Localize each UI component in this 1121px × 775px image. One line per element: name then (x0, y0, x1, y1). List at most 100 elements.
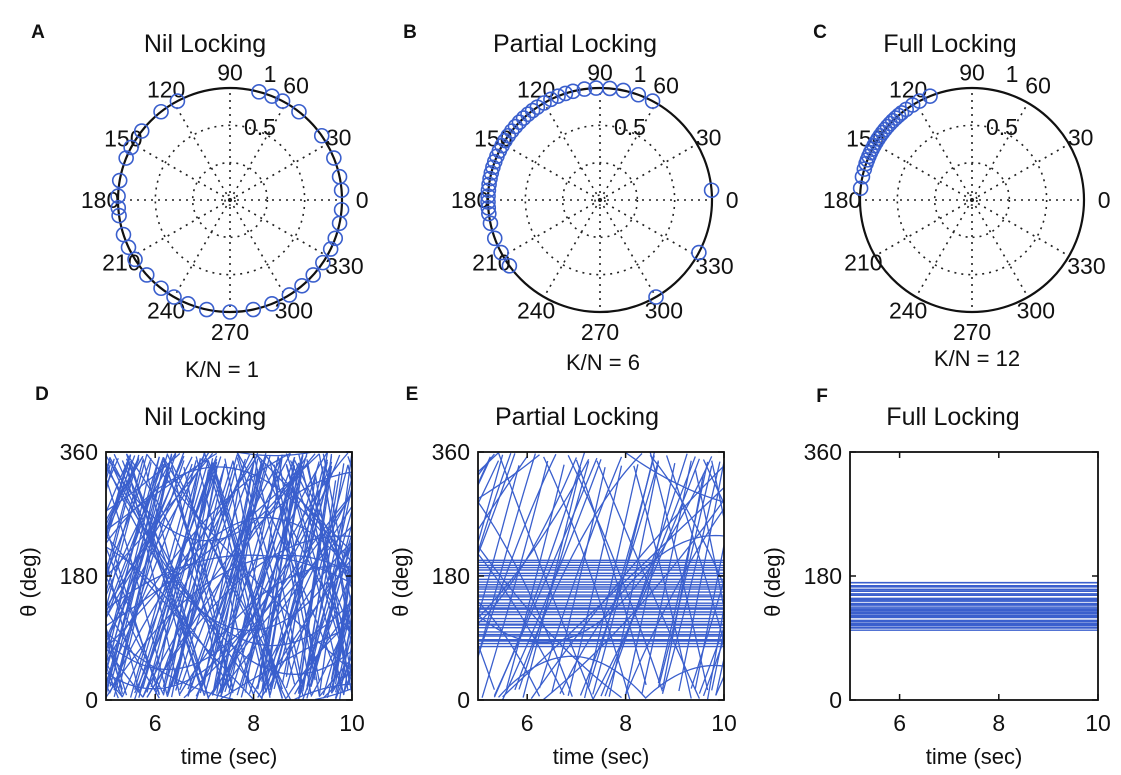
radius-tick-label: 0.5 (244, 114, 276, 140)
radius-tick-label: 1 (1006, 61, 1019, 87)
y-tick-label: 360 (432, 439, 470, 465)
drift-trace (106, 457, 352, 699)
grid-spoke (543, 199, 601, 298)
data-point (322, 241, 339, 257)
data-point (281, 287, 298, 303)
data-point (305, 267, 322, 283)
angle-tick-label: 0 (356, 187, 369, 213)
data-point (333, 201, 350, 218)
data-point (326, 150, 342, 166)
data-point (481, 176, 497, 193)
data-point (485, 159, 501, 176)
data-point (198, 301, 215, 318)
y-axis-label: θ (deg) (760, 547, 785, 617)
data-point (264, 296, 280, 312)
data-point (294, 277, 310, 294)
x-tick-label: 8 (619, 710, 632, 736)
data-point (127, 251, 143, 268)
data-point (890, 107, 907, 124)
data-point (111, 207, 127, 224)
panel-letter: D (35, 384, 49, 405)
x-tick-label: 6 (149, 710, 162, 736)
grid-spoke (971, 102, 1029, 201)
data-point (123, 139, 139, 156)
drift-trace (478, 452, 724, 699)
data-point (481, 205, 497, 222)
angle-tick-label: 270 (581, 319, 619, 345)
data-point (291, 103, 307, 120)
data-point (133, 123, 150, 139)
radius-tick-label: 1 (634, 61, 647, 87)
data-point (557, 85, 574, 102)
panel-letter: B (403, 22, 417, 43)
data-point (480, 200, 497, 216)
grid-spoke (229, 199, 287, 298)
panel-letter: A (31, 22, 45, 43)
grid-spoke (915, 199, 973, 298)
data-point (501, 258, 518, 274)
drift-trace (109, 516, 352, 693)
radius-tick-label: 1 (264, 61, 277, 87)
grid-circle (191, 161, 269, 239)
data-point (180, 296, 196, 312)
drift-trace (106, 462, 352, 632)
data-point (111, 172, 128, 189)
x-tick-label: 8 (247, 710, 260, 736)
x-tick-label: 10 (1085, 710, 1111, 736)
drift-trace (106, 453, 352, 693)
unit-circle (116, 86, 344, 314)
drift-trace (478, 453, 724, 700)
drift-trace (106, 453, 352, 699)
angle-tick-label: 330 (1067, 253, 1105, 279)
data-point (852, 180, 869, 197)
grid-spoke (599, 199, 698, 257)
angle-tick-label: 30 (1068, 124, 1094, 150)
x-tick-label: 6 (521, 710, 534, 736)
polar-panel-a: A Nil Locking0306090120150180210240270300… (31, 22, 368, 382)
data-point (482, 170, 498, 187)
coupling-label: K/N = 6 (566, 350, 640, 375)
data-point (486, 230, 503, 247)
grid-spoke (599, 102, 657, 201)
panel-letter: E (406, 384, 419, 405)
angle-tick-label: 150 (104, 125, 142, 151)
panel-title: Partial Locking (493, 30, 657, 58)
y-tick-label: 180 (60, 563, 98, 589)
drift-trace (106, 452, 352, 697)
data-point (576, 81, 593, 97)
angle-tick-label: 60 (653, 73, 679, 99)
x-tick-label: 8 (992, 710, 1005, 736)
data-point (854, 168, 871, 185)
radius-tick-label: 0.5 (986, 114, 1018, 140)
grid-center (224, 194, 236, 206)
panel-title: Full Locking (883, 30, 1016, 58)
angle-tick-label: 240 (889, 298, 927, 324)
grid-center (594, 194, 606, 206)
drift-trace (106, 452, 352, 700)
data-point (327, 230, 344, 247)
data-point (331, 168, 348, 185)
y-axis-label: θ (deg) (388, 547, 413, 617)
plot-area (478, 452, 724, 700)
drift-trace (106, 454, 352, 698)
drift-trace (106, 452, 352, 698)
timeseries-panel-e: E Partial Locking 0 180 360 6 8 10 time (sec) θ (… (388, 384, 737, 769)
axes-frame (849, 451, 1099, 701)
x-tick-label: 10 (711, 710, 737, 736)
grid-spoke (599, 143, 698, 201)
data-point (153, 103, 169, 120)
grid-spoke (173, 102, 231, 201)
y-tick-label: 180 (804, 563, 842, 589)
data-point (887, 110, 904, 126)
data-point (118, 150, 134, 166)
panel-title: Nil Locking (144, 403, 266, 431)
drift-trace (106, 453, 352, 689)
data-point (588, 80, 604, 96)
angle-tick-label: 120 (889, 76, 927, 102)
panel-title: Full Locking (886, 403, 1019, 431)
grid-spoke (229, 199, 328, 257)
data-point (313, 127, 330, 144)
data-point (169, 93, 186, 109)
y-axis-label: θ (deg) (16, 547, 41, 617)
grid-spoke (874, 199, 973, 257)
